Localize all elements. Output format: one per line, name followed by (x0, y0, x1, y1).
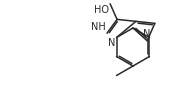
Text: NH: NH (91, 22, 106, 32)
Text: N: N (108, 39, 116, 48)
Text: HO: HO (94, 5, 109, 15)
Text: N: N (143, 29, 151, 39)
